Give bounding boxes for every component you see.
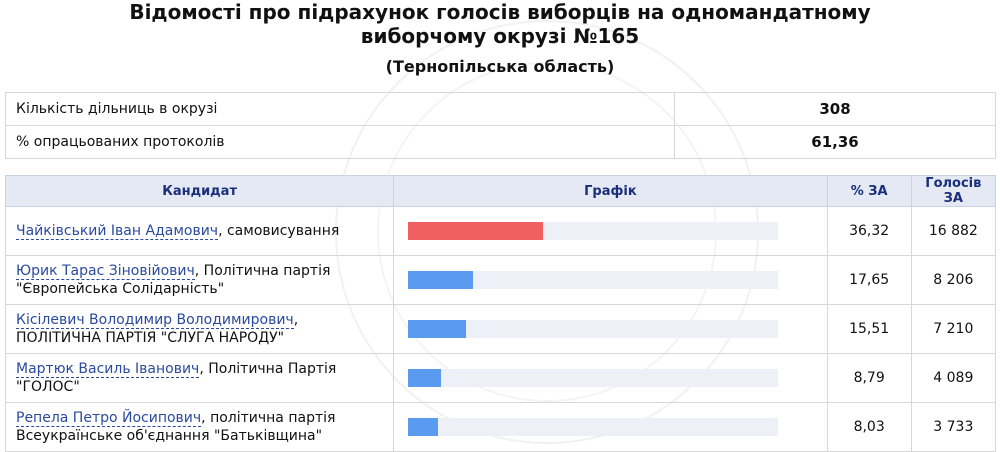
column-header-percent: % ЗА [826, 175, 912, 207]
candidate-cell: Чайківський Іван Адамович, самовисування [4, 206, 395, 256]
votes-cell: 3 733 [910, 402, 997, 452]
summary-value: 61,36 [674, 125, 996, 159]
votes-cell: 16 882 [910, 206, 997, 256]
summary-value: 308 [674, 92, 996, 126]
candidate-name-link[interactable]: Чайківський Іван Адамович [16, 223, 219, 240]
percent-cell: 8,79 [826, 353, 912, 403]
candidate-name-link[interactable]: Юрик Тарас Зіновійович [16, 263, 195, 280]
candidate-party: , самовисування [218, 223, 340, 239]
vote-share-bar [408, 320, 466, 338]
candidate-cell: Репела Петро Йосипович, політична партія… [4, 402, 395, 452]
candidate-cell: Кісілевич Володимир Володимирович, ПОЛІТ… [4, 304, 395, 354]
candidate-name-link[interactable]: Репела Петро Йосипович [16, 410, 202, 427]
graph-cell [393, 353, 828, 403]
vote-share-bar [408, 369, 441, 387]
candidate-row: Чайківський Іван Адамович, самовисування… [4, 206, 997, 256]
candidate-party: , Політична Партія "ГОЛОС" [16, 361, 337, 395]
summary-label: Кількість дільниць в окрузі [5, 92, 675, 126]
candidate-row: Юрик Тарас Зіновійович, Політична партія… [4, 255, 997, 305]
results-header-row: Кандидат Графік % ЗА Голосів ЗА [4, 175, 997, 207]
candidate-cell: Юрик Тарас Зіновійович, Політична партія… [4, 255, 395, 305]
bar-track [408, 320, 779, 338]
page-title-line1: Відомості про підрахунок голосів виборці… [129, 0, 871, 24]
bar-track [408, 369, 779, 387]
bar-track [408, 271, 779, 289]
page-title-line2: виборчому окрузі №165 [360, 24, 640, 48]
votes-cell: 8 206 [910, 255, 997, 305]
page-title: Відомості про підрахунок голосів виборці… [0, 0, 1000, 48]
graph-cell [393, 206, 828, 256]
column-header-graph: Графік [393, 175, 828, 207]
candidate-row: Мартюк Василь Іванович, Політична Партія… [4, 353, 997, 403]
percent-cell: 8,03 [826, 402, 912, 452]
percent-cell: 15,51 [826, 304, 912, 354]
candidate-name-link[interactable]: Кісілевич Володимир Володимирович [16, 312, 294, 329]
summary-row: % опрацьованих протоколів 61,36 [5, 125, 996, 159]
vote-share-bar [408, 271, 474, 289]
summary-row: Кількість дільниць в окрузі 308 [5, 92, 996, 126]
column-header-votes: Голосів ЗА [910, 175, 997, 207]
summary-label: % опрацьованих протоколів [5, 125, 675, 159]
column-header-candidate: Кандидат [4, 175, 395, 207]
region-subtitle: (Тернопільська область) [385, 57, 615, 76]
graph-cell [393, 304, 828, 354]
graph-cell [393, 255, 828, 305]
candidate-row: Репела Петро Йосипович, політична партія… [4, 402, 997, 452]
percent-cell: 36,32 [826, 206, 912, 256]
bar-track [408, 418, 779, 436]
candidate-party: , Політична партія "Європейська Солідарн… [16, 263, 331, 297]
candidate-row: Кісілевич Володимир Володимирович, ПОЛІТ… [4, 304, 997, 354]
results-body: Чайківський Іван Адамович, самовисування… [4, 206, 997, 452]
bar-track [408, 222, 779, 240]
percent-cell: 17,65 [826, 255, 912, 305]
votes-cell: 7 210 [910, 304, 997, 354]
candidate-party: , ПОЛІТИЧНА ПАРТІЯ "СЛУГА НАРОДУ" [16, 312, 299, 346]
candidate-cell: Мартюк Василь Іванович, Політична Партія… [4, 353, 395, 403]
graph-cell [393, 402, 828, 452]
vote-share-bar [408, 418, 438, 436]
candidate-name-link[interactable]: Мартюк Василь Іванович [16, 361, 200, 378]
summary-table: Кількість дільниць в окрузі 308 % опраць… [5, 92, 996, 159]
results-table: Кандидат Графік % ЗА Голосів ЗА Чайківсь… [4, 175, 997, 452]
votes-cell: 4 089 [910, 353, 997, 403]
vote-share-bar [408, 222, 543, 240]
